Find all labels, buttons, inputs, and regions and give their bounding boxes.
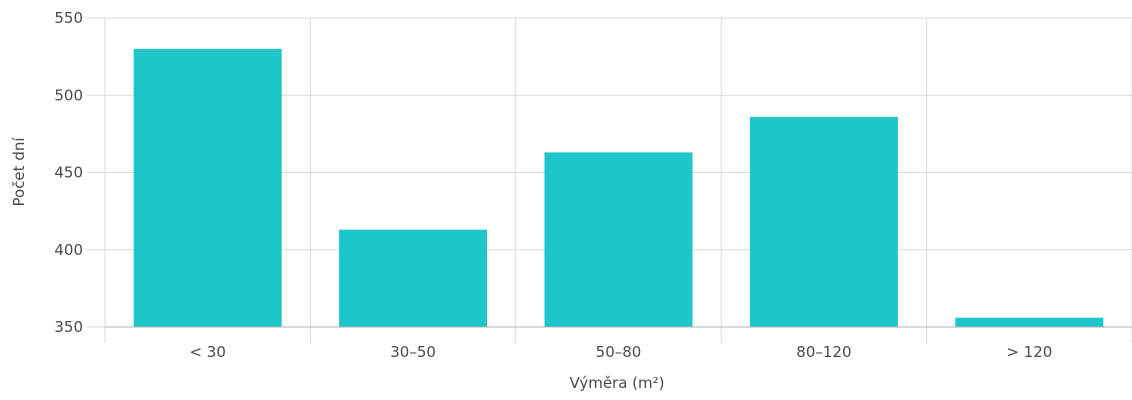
x-tick-label: 30–50 [390, 343, 436, 361]
bar [339, 229, 488, 327]
y-tick-label: 350 [54, 318, 83, 336]
bar [955, 317, 1104, 327]
x-axis-title: Výměra (m²) [569, 374, 664, 392]
x-tick-labels: < 30 30–50 50–80 80–120 > 120 [189, 343, 1052, 361]
y-tick-labels: 350 400 450 500 550 [54, 9, 83, 336]
y-tick-label: 550 [54, 9, 83, 27]
bar [749, 116, 898, 327]
x-tick-label: 50–80 [596, 343, 642, 361]
y-tick-label: 500 [54, 86, 83, 104]
y-tick-label: 450 [54, 164, 83, 182]
bars [133, 48, 1104, 328]
x-tick-label: < 30 [189, 343, 225, 361]
y-tick-label: 400 [54, 241, 83, 259]
x-tick-label: 80–120 [796, 343, 851, 361]
x-tick-label: > 120 [1006, 343, 1052, 361]
y-axis-title: Počet dní [10, 137, 28, 207]
bar [544, 152, 693, 327]
bar [133, 48, 282, 328]
